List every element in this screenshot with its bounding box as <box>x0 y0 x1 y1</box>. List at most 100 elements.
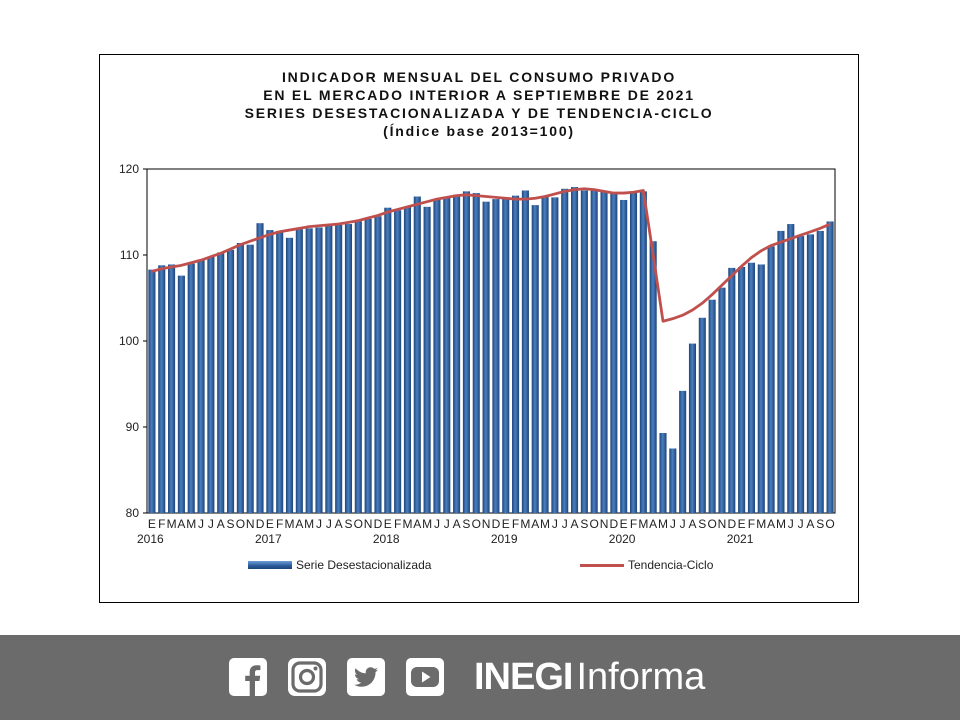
x-month-label: J <box>788 517 794 531</box>
instagram-icon[interactable] <box>287 657 327 697</box>
x-year-label: 2018 <box>373 532 400 546</box>
x-month-label: A <box>177 517 185 531</box>
bar <box>472 193 480 513</box>
x-month-label: J <box>670 517 676 531</box>
x-month-label: D <box>610 517 619 531</box>
bar <box>679 390 687 513</box>
bar <box>757 264 765 513</box>
x-month-label: A <box>767 517 775 531</box>
y-tick-label: 100 <box>119 334 139 348</box>
bar <box>620 199 628 513</box>
chart-title-line-2: EN EL MERCADO INTERIOR A SEPTIEMBRE DE 2… <box>263 87 695 103</box>
bar <box>531 205 539 513</box>
bar <box>168 264 176 513</box>
y-tick-label: 120 <box>119 162 139 176</box>
x-month-label: S <box>462 517 470 531</box>
twitter-icon[interactable] <box>346 657 386 697</box>
bar <box>325 225 333 513</box>
bar <box>148 269 156 513</box>
x-month-label: D <box>256 517 265 531</box>
x-month-label: F <box>748 517 755 531</box>
bar <box>649 241 657 514</box>
bar <box>659 433 667 513</box>
bar <box>777 230 785 514</box>
bar <box>394 210 402 513</box>
x-month-label: A <box>295 517 303 531</box>
legend-item-bars: Serie Desestacionalizada <box>248 558 431 572</box>
legend-swatch-bars <box>248 561 292 569</box>
bar-series <box>148 187 834 514</box>
x-month-label: A <box>649 517 657 531</box>
x-month-label: A <box>531 517 539 531</box>
bar <box>492 199 500 513</box>
x-year-label: 2016 <box>137 532 164 546</box>
x-month-label: M <box>638 517 648 531</box>
bar <box>580 190 588 513</box>
x-month-label: S <box>816 517 824 531</box>
x-month-label: S <box>344 517 352 531</box>
legend-swatch-trend <box>580 563 624 567</box>
x-month-label: O <box>707 517 716 531</box>
x-month-label: M <box>658 517 668 531</box>
bar <box>816 230 824 514</box>
x-month-label: J <box>552 517 558 531</box>
brand-informa: Informa <box>576 655 706 698</box>
x-month-label: N <box>482 517 491 531</box>
x-month-label: A <box>453 517 461 531</box>
bar <box>187 263 195 513</box>
trend-series <box>151 187 831 323</box>
x-month-label: O <box>236 517 245 531</box>
bar <box>177 275 185 513</box>
bar <box>344 224 353 514</box>
facebook-icon[interactable] <box>228 657 268 697</box>
bar <box>433 199 441 513</box>
x-month-label: N <box>718 517 727 531</box>
bar <box>698 317 706 513</box>
bar <box>590 189 598 513</box>
x-year-label: 2020 <box>609 532 636 546</box>
x-month-label: M <box>540 517 550 531</box>
x-month-label: E <box>148 517 156 531</box>
x-month-label: J <box>198 517 204 531</box>
bar <box>738 267 746 513</box>
x-year-label: 2021 <box>727 532 754 546</box>
bar <box>315 227 323 514</box>
x-month-label: M <box>520 517 530 531</box>
x-month-label: M <box>756 517 766 531</box>
x-month-label: D <box>374 517 383 531</box>
legend-label-trend: Tendencia-Ciclo <box>628 558 714 572</box>
x-month-label: M <box>167 517 177 531</box>
x-month-label: O <box>590 517 599 531</box>
x-month-label: M <box>402 517 412 531</box>
x-month-label: S <box>580 517 588 531</box>
x-month-label: A <box>335 517 343 531</box>
bar <box>423 206 431 513</box>
bar <box>413 196 421 513</box>
bar <box>600 191 608 514</box>
x-month-label: N <box>600 517 609 531</box>
x-month-label: M <box>304 517 314 531</box>
bar <box>197 260 205 513</box>
bar <box>797 236 805 513</box>
bar <box>688 343 697 513</box>
x-month-label: A <box>413 517 421 531</box>
chart-title-line-3: SERIES DESESTACIONALIZADA Y DE TENDENCIA… <box>244 105 714 121</box>
x-month-label: E <box>738 517 746 531</box>
bar <box>207 256 215 513</box>
bar <box>443 197 451 513</box>
youtube-icon[interactable] <box>405 657 445 697</box>
x-month-label: N <box>246 517 255 531</box>
bar <box>669 448 677 513</box>
x-month-label: J <box>562 517 568 531</box>
x-month-label: J <box>798 517 804 531</box>
y-axis: 80 90 100 110 120 <box>119 162 147 520</box>
bar <box>403 206 411 513</box>
bar <box>571 187 579 513</box>
bar <box>227 249 235 513</box>
legend-label-bars: Serie Desestacionalizada <box>296 558 432 572</box>
chart-title-line-1: INDICADOR MENSUAL DEL CONSUMO PRIVADO <box>281 69 677 85</box>
bar <box>236 242 244 513</box>
x-year-label: 2017 <box>255 532 282 546</box>
